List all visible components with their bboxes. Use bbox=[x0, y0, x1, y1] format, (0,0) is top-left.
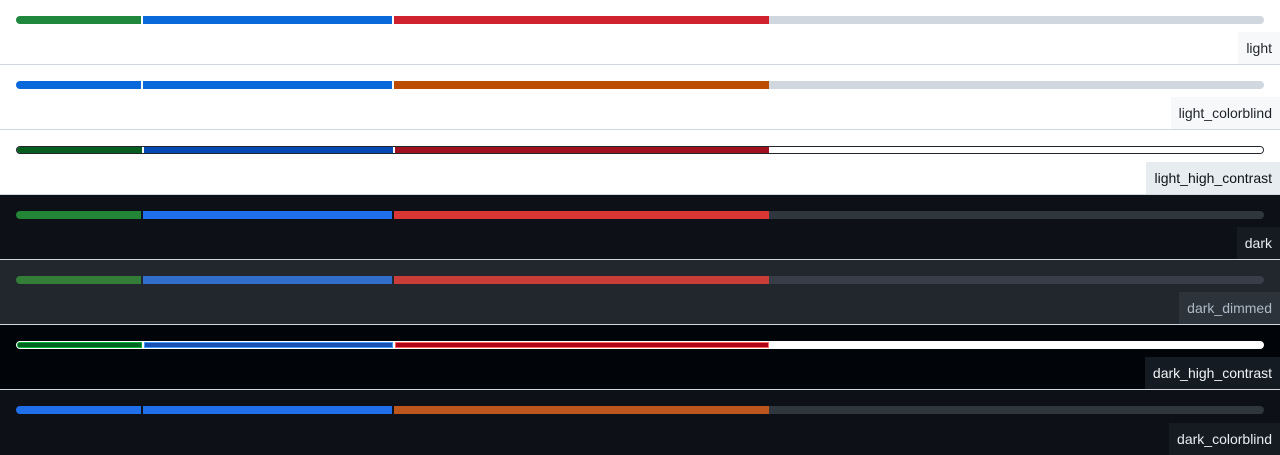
theme-label: light bbox=[1238, 32, 1280, 64]
progress-segment-2 bbox=[142, 16, 393, 24]
progress-bar bbox=[16, 276, 1264, 284]
progress-segment-1 bbox=[16, 16, 141, 24]
progress-segment-2 bbox=[142, 276, 393, 284]
theme-row-light-high-contrast: light_high_contrast bbox=[0, 130, 1280, 195]
progress-bar bbox=[16, 211, 1264, 219]
progress-segment-4 bbox=[768, 211, 1264, 219]
theme-row-dark-colorblind: dark_colorblind bbox=[0, 390, 1280, 455]
progress-segment-4 bbox=[768, 81, 1264, 89]
progress-segment-4 bbox=[768, 147, 1263, 153]
theme-row-dark: dark bbox=[0, 195, 1280, 260]
progress-segment-1 bbox=[16, 406, 141, 414]
progress-segment-4 bbox=[768, 342, 1263, 348]
progress-segment-3 bbox=[394, 147, 769, 153]
progress-segment-4 bbox=[768, 406, 1264, 414]
progress-segment-3 bbox=[394, 276, 769, 284]
progress-segment-2 bbox=[143, 147, 393, 153]
progress-segment-3 bbox=[394, 406, 769, 414]
progress-bar bbox=[16, 81, 1264, 89]
progress-bar bbox=[16, 341, 1264, 349]
progress-segment-3 bbox=[394, 342, 769, 348]
progress-segment-1 bbox=[16, 81, 141, 89]
progress-segment-3 bbox=[394, 81, 769, 89]
progress-bar bbox=[16, 406, 1264, 414]
theme-label: dark bbox=[1236, 227, 1280, 259]
theme-row-dark-high-contrast: dark_high_contrast bbox=[0, 325, 1280, 390]
theme-row-light: light bbox=[0, 0, 1280, 65]
progress-segment-4 bbox=[768, 276, 1264, 284]
theme-label: light_colorblind bbox=[1170, 97, 1280, 129]
progress-segment-1 bbox=[16, 276, 141, 284]
progress-bar bbox=[16, 146, 1264, 154]
progress-segment-2 bbox=[143, 342, 393, 348]
progress-segment-2 bbox=[142, 211, 393, 219]
theme-label: light_high_contrast bbox=[1146, 162, 1280, 194]
theme-label: dark_dimmed bbox=[1179, 292, 1280, 324]
theme-row-dark-dimmed: dark_dimmed bbox=[0, 260, 1280, 325]
theme-label: dark_colorblind bbox=[1169, 423, 1280, 455]
progress-segment-3 bbox=[394, 16, 769, 24]
progress-segment-4 bbox=[768, 16, 1264, 24]
progress-segment-2 bbox=[142, 81, 393, 89]
theme-label: dark_high_contrast bbox=[1144, 357, 1280, 389]
progress-segment-1 bbox=[16, 211, 141, 219]
progress-segment-1 bbox=[17, 147, 142, 153]
theme-row-light-colorblind: light_colorblind bbox=[0, 65, 1280, 130]
progress-segment-3 bbox=[394, 211, 769, 219]
progress-bar bbox=[16, 16, 1264, 24]
progress-segment-2 bbox=[142, 406, 393, 414]
progress-segment-1 bbox=[17, 342, 142, 348]
